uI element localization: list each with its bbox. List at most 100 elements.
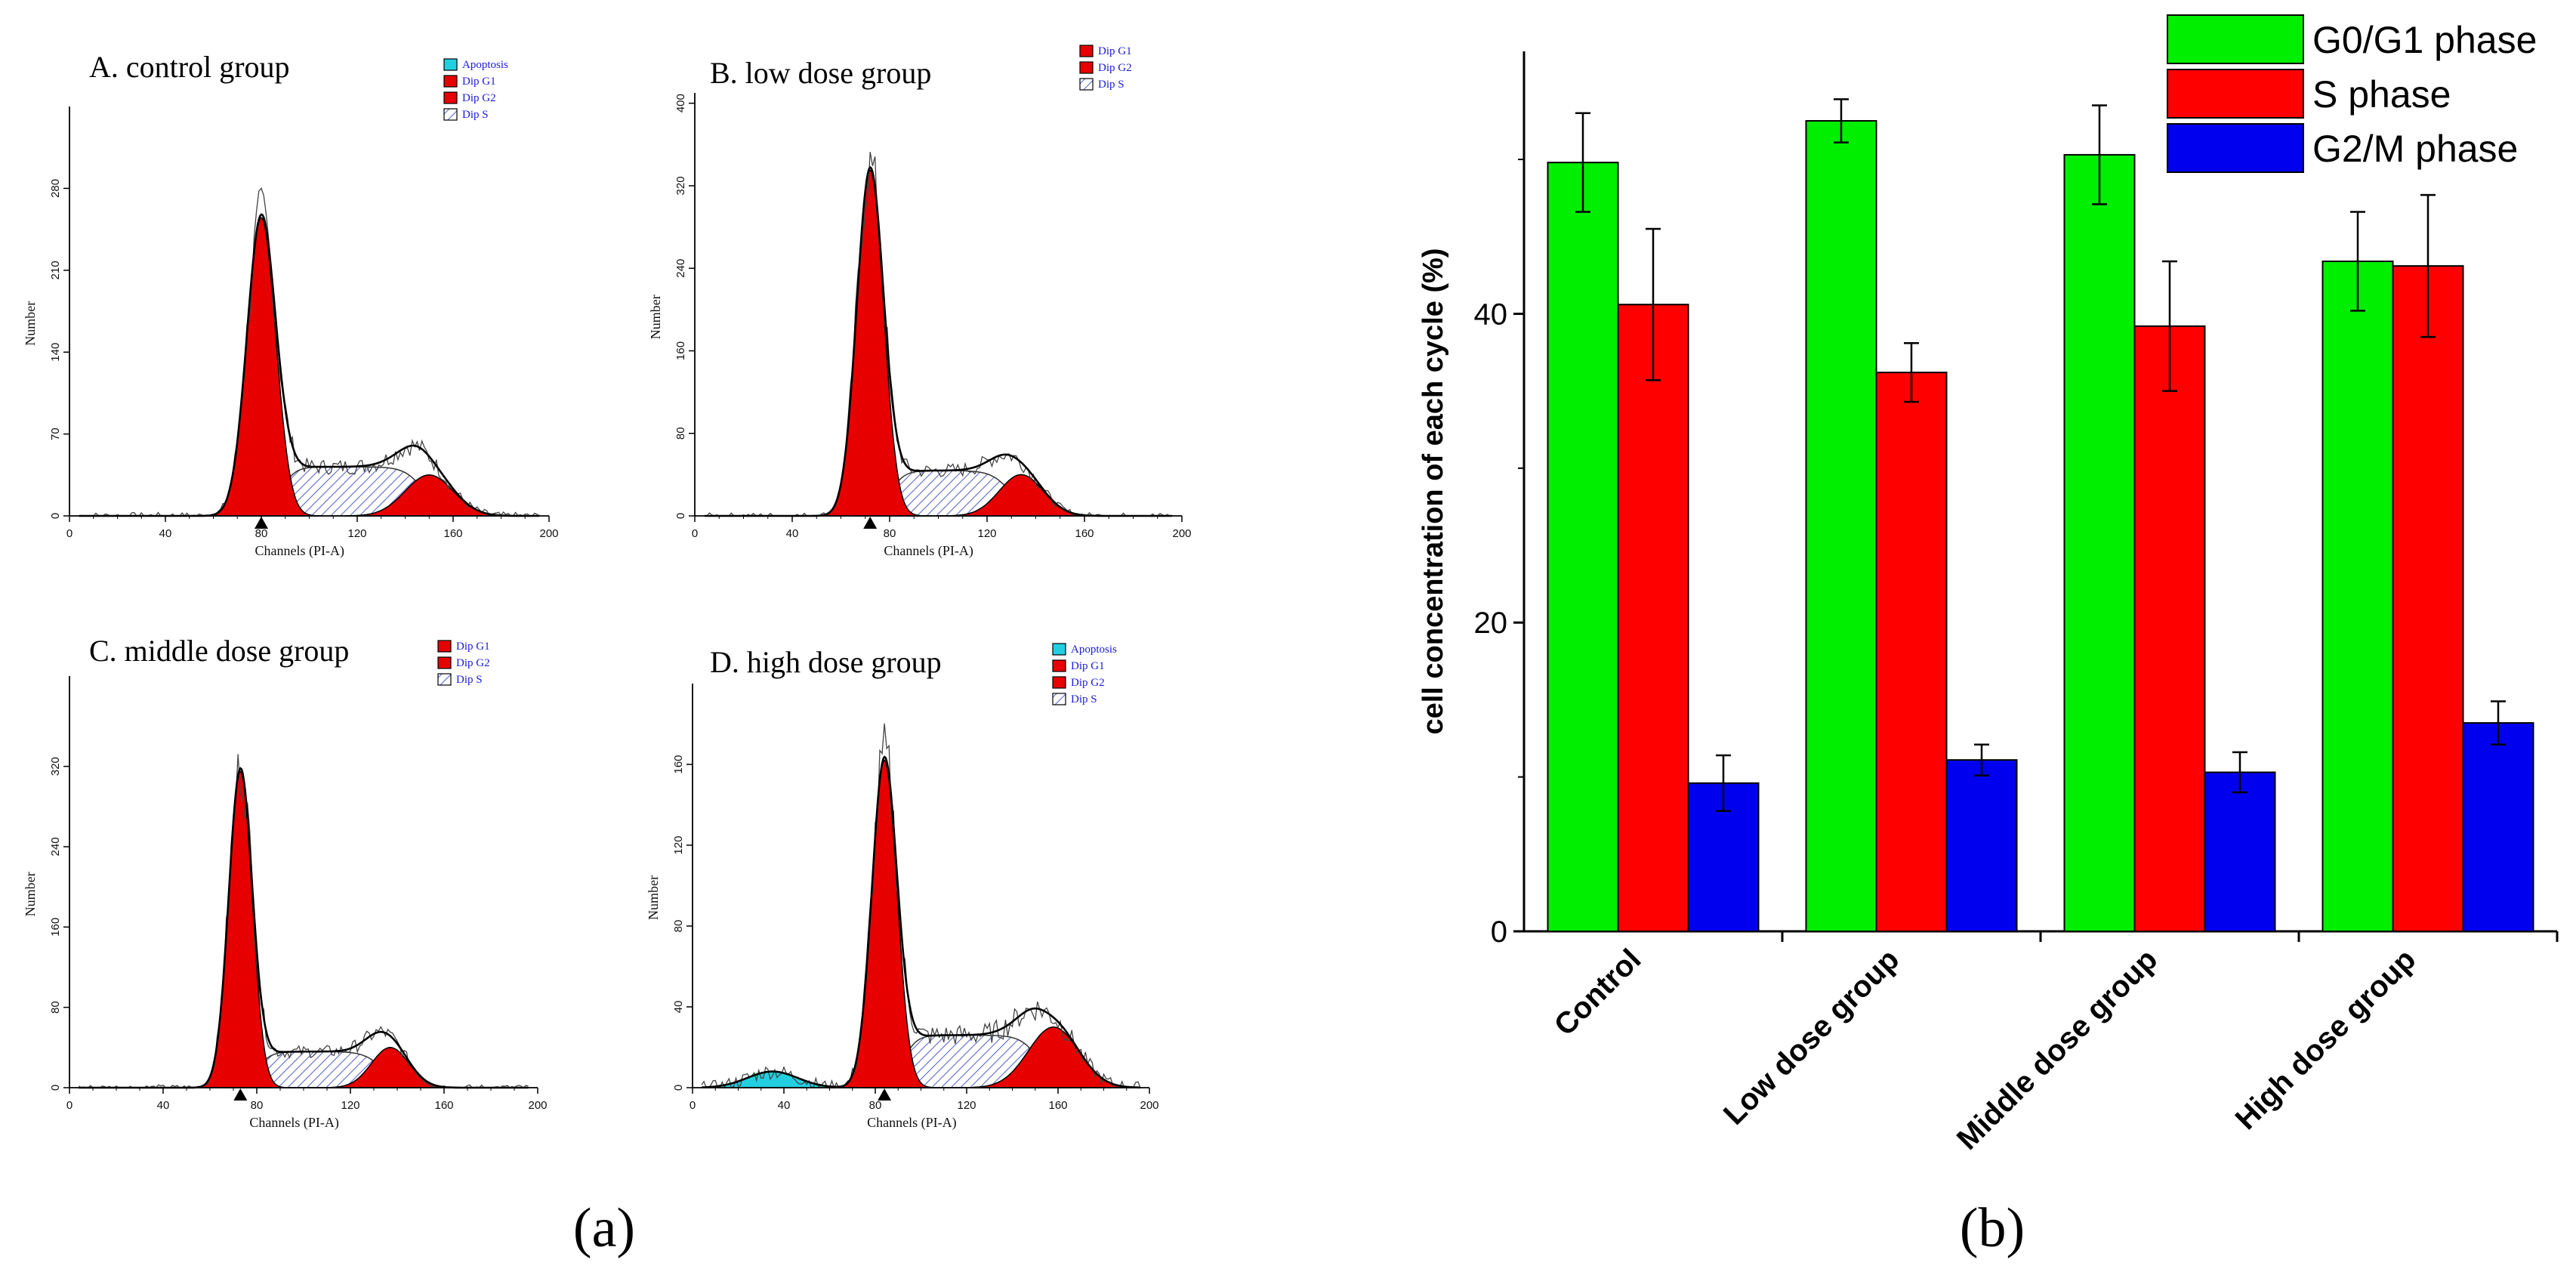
legend-label: Dip G2	[1098, 62, 1132, 74]
bar-chart-cell-cycle: 0 20 40 cell concentration of each cycle (%…	[1418, 14, 2559, 1156]
legend-swatch	[443, 91, 458, 104]
g1-peak-marker	[233, 1088, 248, 1101]
legend-swatch	[1079, 78, 1094, 91]
x-tick-label: 0	[692, 527, 698, 540]
model-fit-line	[79, 767, 529, 1089]
y-axis-label: Number	[23, 872, 38, 916]
bar-s-phase	[1617, 304, 1689, 932]
y-tick-label: 0	[1491, 915, 1507, 949]
x-tick-label: 120	[977, 527, 996, 540]
legend-label: Dip S	[456, 674, 483, 686]
x-tick-label: 40	[157, 1099, 170, 1112]
y-tick-label: 80	[672, 920, 685, 933]
legend-label: Dip G1	[462, 76, 496, 88]
bar-g2-m-phase	[2462, 722, 2534, 932]
y-tick-label: 240	[49, 837, 62, 856]
x-tick-label: 160	[1048, 1099, 1067, 1112]
legend-swatch	[443, 75, 458, 88]
x-tick-label: 0	[66, 1099, 72, 1112]
panel-title: D. high dose group	[710, 645, 942, 679]
model-fit-line	[702, 755, 1140, 1089]
x-tick-label: 40	[786, 527, 799, 540]
legend-swatch	[1079, 61, 1094, 74]
legend-label: Dip S	[462, 109, 489, 121]
y-tick-label: 80	[49, 1001, 62, 1014]
y-tick-label: 320	[49, 757, 62, 776]
y-axis-label: Number	[646, 875, 661, 920]
histogram-panel-low-dose: B. low dose group 0 40 80 120 160 200 0 80 160 240…	[648, 45, 1192, 559]
y-tick-label: 400	[674, 94, 687, 113]
legend-swatch	[437, 656, 452, 669]
x-tick-label: 80	[255, 527, 268, 540]
bar-s-phase	[2392, 265, 2464, 932]
g1-peak-marker	[863, 517, 878, 529]
legend-swatch	[437, 640, 452, 653]
y-tick-label: 0	[49, 1085, 62, 1091]
bar-g2-m-phase	[1945, 759, 2018, 933]
raw-data-trace	[701, 723, 1141, 1089]
model-fit-line	[704, 165, 1173, 517]
legend-swatch	[2167, 69, 2304, 119]
x-tick-label: 0	[690, 1099, 696, 1112]
panel-title: A. control group	[89, 50, 290, 84]
panel-title: B. low dose group	[710, 56, 931, 90]
x-tick-label: 120	[957, 1099, 976, 1112]
x-tick-label: 200	[539, 527, 558, 540]
x-tick-label: 80	[884, 527, 896, 540]
legend-swatch	[1052, 693, 1066, 705]
x-tick-label: 200	[528, 1099, 547, 1112]
x-tick-label: 40	[778, 1099, 791, 1112]
y-tick-label: 0	[672, 1085, 685, 1091]
legend-label: Dip G1	[1071, 660, 1105, 672]
legend-label: G2/M phase	[2312, 128, 2518, 170]
x-tick-label: 120	[341, 1099, 359, 1112]
legend-label: Dip G1	[456, 641, 490, 653]
x-axis-label: Channels (PI-A)	[867, 1115, 956, 1131]
y-tick-label: 80	[674, 427, 687, 440]
y-axis-label: Number	[23, 301, 38, 346]
legend-label: G0/G1 phase	[2312, 19, 2537, 61]
y-tick-label: 280	[49, 179, 62, 198]
y-tick-label: 20	[1474, 607, 1508, 640]
category-label: Control	[1548, 943, 1648, 1042]
y-axis-label: cell concentration of each cycle (%)	[1418, 248, 1449, 734]
y-tick-label: 160	[674, 341, 687, 360]
y-tick-label: 40	[1474, 298, 1508, 331]
x-tick-label: 80	[251, 1099, 264, 1112]
raw-data-trace	[79, 754, 529, 1088]
dip-g1-area	[809, 169, 931, 517]
y-tick-label: 0	[49, 513, 62, 519]
x-axis-label: Channels (PI-A)	[249, 1115, 338, 1131]
legend-label: Dip G2	[1071, 677, 1105, 689]
legend-swatch	[1052, 676, 1066, 689]
legend-label: Dip S	[1098, 79, 1124, 91]
y-tick-label: 240	[674, 259, 687, 278]
legend-swatch	[2167, 14, 2304, 64]
x-axis-label: Channels (PI-A)	[255, 543, 344, 559]
bar-g2-m-phase	[2204, 771, 2276, 933]
bar-s-phase	[2133, 325, 2206, 932]
y-tick-label: 140	[49, 343, 62, 362]
g1-peak-marker	[255, 517, 268, 529]
legend-swatch	[443, 108, 458, 121]
x-tick-label: 40	[159, 527, 172, 540]
histogram-panel-high-dose: D. high dose group 0 40 80 120 160 200 0 40 80 120…	[646, 643, 1159, 1131]
legend-label: Apoptosis	[1071, 644, 1117, 656]
bar-g0-g1-phase	[2321, 260, 2394, 932]
y-tick-label: 0	[674, 513, 687, 519]
y-tick-label: 160	[49, 918, 62, 937]
x-tick-label: 160	[434, 1099, 453, 1112]
g1-peak-marker	[878, 1088, 892, 1101]
x-axis-label: Channels (PI-A)	[884, 543, 973, 559]
bar-s-phase	[1875, 372, 1948, 932]
legend-swatch	[1052, 659, 1066, 672]
y-tick-label: 120	[672, 835, 685, 854]
figure-label-b: (b)	[1960, 1197, 2025, 1259]
x-tick-label: 160	[1075, 527, 1094, 540]
legend-label: Dip G1	[1098, 45, 1132, 57]
histogram-panel-control: A. control group 0 40 80 120 160 200 0 70 140 210 2…	[23, 50, 559, 559]
category-label: Middle dose group	[1951, 943, 2164, 1156]
legend-swatch	[443, 58, 458, 71]
legend-swatch	[1079, 45, 1094, 57]
